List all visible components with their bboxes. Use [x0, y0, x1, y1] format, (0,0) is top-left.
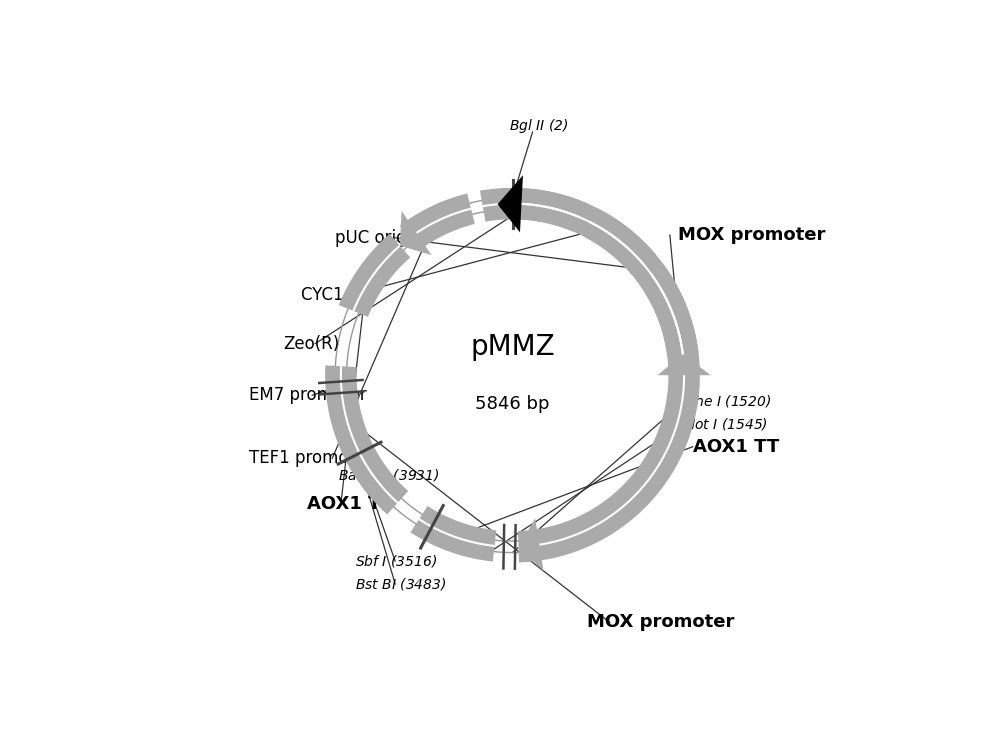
Text: $Bst$ BI (3483): $Bst$ BI (3483): [355, 576, 447, 592]
Text: MOX promoter: MOX promoter: [678, 226, 826, 244]
Text: pMMZ: pMMZ: [470, 333, 555, 360]
Text: TEF1 promoter: TEF1 promoter: [249, 450, 372, 467]
Text: AOX1 TT: AOX1 TT: [307, 495, 393, 513]
Text: $Bam$ HI (3931): $Bam$ HI (3931): [338, 467, 440, 484]
Text: AOX1 TT: AOX1 TT: [693, 438, 779, 455]
Text: $Bgl$ II (2): $Bgl$ II (2): [509, 117, 568, 135]
Text: 5846 bp: 5846 bp: [475, 395, 550, 413]
Polygon shape: [657, 354, 711, 375]
Text: $Not$ I (1545): $Not$ I (1545): [684, 416, 768, 432]
Polygon shape: [339, 234, 410, 317]
Polygon shape: [400, 193, 475, 250]
Text: MOX promoter: MOX promoter: [587, 614, 734, 632]
Polygon shape: [518, 188, 700, 562]
Text: $Nhe$ I (1520): $Nhe$ I (1520): [684, 393, 771, 409]
Polygon shape: [400, 211, 431, 255]
Polygon shape: [518, 519, 544, 571]
Text: EM7 promoter: EM7 promoter: [249, 386, 367, 404]
Text: $Sbf$ I (3516): $Sbf$ I (3516): [355, 553, 437, 569]
Polygon shape: [498, 175, 523, 233]
Polygon shape: [583, 208, 656, 275]
Polygon shape: [480, 188, 586, 232]
Polygon shape: [410, 506, 496, 562]
Polygon shape: [325, 366, 408, 514]
Text: pUC origin: pUC origin: [335, 229, 422, 247]
Text: Zeo(R): Zeo(R): [284, 335, 340, 353]
Polygon shape: [639, 265, 698, 356]
Text: CYC1 TT: CYC1 TT: [301, 286, 369, 304]
